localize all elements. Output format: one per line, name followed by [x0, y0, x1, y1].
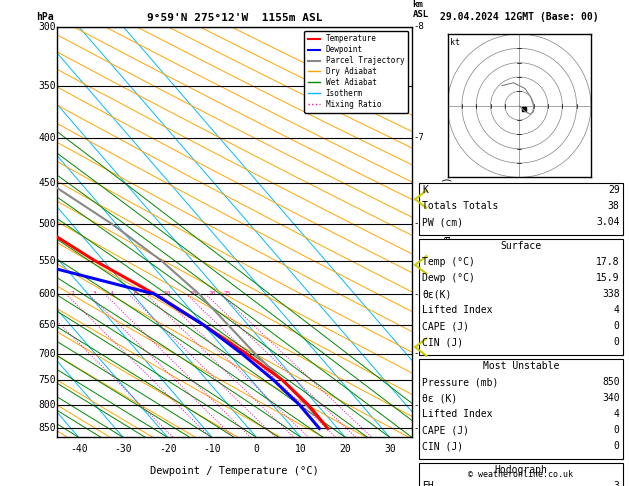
Text: 17.8: 17.8	[596, 257, 620, 267]
Text: Surface: Surface	[500, 241, 542, 251]
Text: 0: 0	[614, 425, 620, 435]
Text: 29.04.2024 12GMT (Base: 00): 29.04.2024 12GMT (Base: 00)	[440, 12, 599, 22]
Text: 3.04: 3.04	[596, 217, 620, 227]
Text: Hodograph: Hodograph	[494, 465, 547, 475]
Text: 30: 30	[384, 444, 396, 453]
Text: hPa: hPa	[36, 12, 53, 22]
Text: km
ASL: km ASL	[413, 0, 429, 18]
Text: Lifted Index: Lifted Index	[422, 305, 493, 315]
Text: -3: -3	[413, 349, 424, 358]
Text: Dewpoint / Temperature (°C): Dewpoint / Temperature (°C)	[150, 466, 319, 476]
Text: Dewp (°C): Dewp (°C)	[422, 273, 475, 283]
Text: PW (cm): PW (cm)	[422, 217, 463, 227]
Text: © weatheronline.co.uk: © weatheronline.co.uk	[469, 469, 573, 479]
Text: CIN (J): CIN (J)	[422, 441, 463, 451]
Text: θε (K): θε (K)	[422, 393, 457, 403]
Text: -2: -2	[413, 400, 424, 410]
Text: 4: 4	[109, 291, 113, 296]
Text: Mixing Ratio (g/kg): Mixing Ratio (g/kg)	[443, 176, 452, 288]
Text: 400: 400	[38, 133, 56, 143]
Text: 0: 0	[614, 337, 620, 347]
Text: 338: 338	[602, 289, 620, 299]
Text: 0: 0	[614, 321, 620, 331]
Text: -6: -6	[413, 219, 424, 228]
Text: 850: 850	[38, 423, 56, 434]
Text: 29: 29	[608, 185, 620, 195]
Text: 10: 10	[295, 444, 307, 453]
Text: θε(K): θε(K)	[422, 289, 452, 299]
Text: Totals Totals: Totals Totals	[422, 201, 498, 211]
Text: -LCL: -LCL	[413, 424, 435, 433]
Text: Most Unstable: Most Unstable	[482, 361, 559, 371]
Text: Temp (°C): Temp (°C)	[422, 257, 475, 267]
Legend: Temperature, Dewpoint, Parcel Trajectory, Dry Adiabat, Wet Adiabat, Isotherm, Mi: Temperature, Dewpoint, Parcel Trajectory…	[304, 31, 408, 113]
Text: -30: -30	[114, 444, 132, 453]
Text: 4: 4	[614, 305, 620, 315]
Text: CIN (J): CIN (J)	[422, 337, 463, 347]
Text: EH: EH	[422, 481, 434, 486]
Text: 350: 350	[38, 81, 56, 91]
Text: 500: 500	[38, 219, 56, 229]
Text: 850: 850	[602, 377, 620, 387]
Text: 10: 10	[163, 291, 170, 296]
Text: Lifted Index: Lifted Index	[422, 409, 493, 419]
Text: 3: 3	[614, 481, 620, 486]
Text: 20: 20	[208, 291, 216, 296]
Text: 750: 750	[38, 375, 56, 385]
Text: 300: 300	[38, 22, 56, 32]
Text: 0: 0	[614, 441, 620, 451]
Text: 4: 4	[614, 409, 620, 419]
Text: 6: 6	[133, 291, 137, 296]
Text: 0: 0	[253, 444, 259, 453]
Text: 650: 650	[38, 320, 56, 330]
Text: 20: 20	[340, 444, 351, 453]
Text: 2: 2	[70, 291, 74, 296]
Text: 550: 550	[38, 256, 56, 265]
Title: 9°59'N 275°12'W  1155m ASL: 9°59'N 275°12'W 1155m ASL	[147, 13, 322, 23]
Text: Pressure (mb): Pressure (mb)	[422, 377, 498, 387]
Text: kt: kt	[450, 38, 460, 48]
Text: 340: 340	[602, 393, 620, 403]
Text: 450: 450	[38, 178, 56, 188]
Text: CAPE (J): CAPE (J)	[422, 321, 469, 331]
Text: -7: -7	[413, 133, 424, 142]
Text: 600: 600	[38, 289, 56, 299]
Text: 15: 15	[189, 291, 197, 296]
Text: -4: -4	[413, 290, 424, 298]
Text: -10: -10	[203, 444, 221, 453]
Text: -40: -40	[70, 444, 87, 453]
Text: 25: 25	[224, 291, 231, 296]
Text: 3: 3	[93, 291, 97, 296]
Text: 38: 38	[608, 201, 620, 211]
Text: 15.9: 15.9	[596, 273, 620, 283]
Text: CAPE (J): CAPE (J)	[422, 425, 469, 435]
Text: 700: 700	[38, 348, 56, 359]
Text: K: K	[422, 185, 428, 195]
Text: -8: -8	[413, 22, 424, 31]
Text: -20: -20	[159, 444, 177, 453]
Text: 8: 8	[151, 291, 155, 296]
Text: 800: 800	[38, 400, 56, 410]
